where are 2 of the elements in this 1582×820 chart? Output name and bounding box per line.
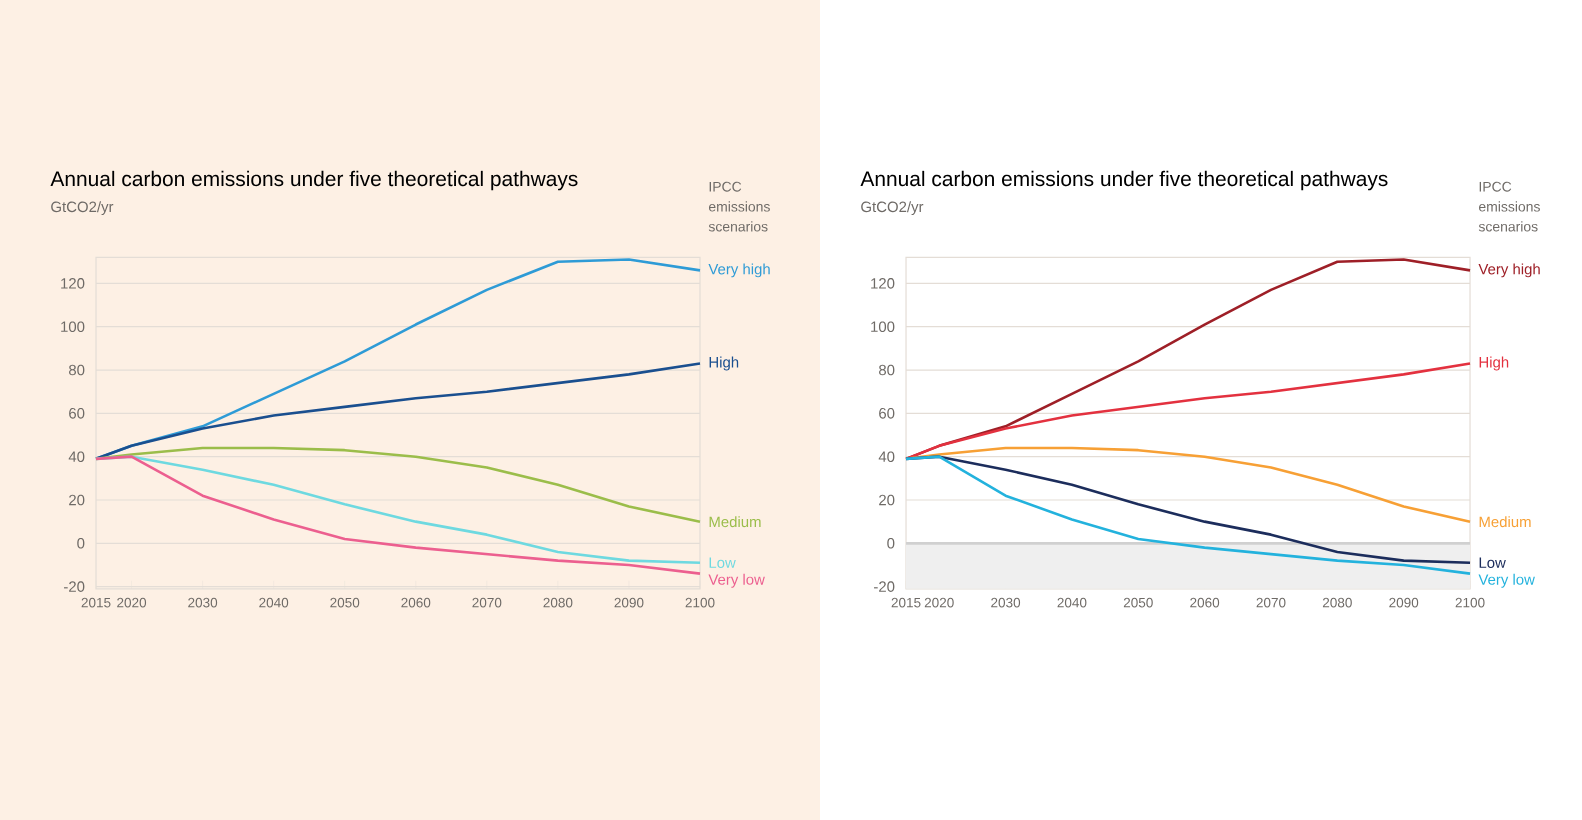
- chart-title: Annual carbon emissions under five theoretical pathways: [50, 170, 578, 191]
- chart-title: Annual carbon emissions under five theoretical pathways: [860, 170, 1388, 191]
